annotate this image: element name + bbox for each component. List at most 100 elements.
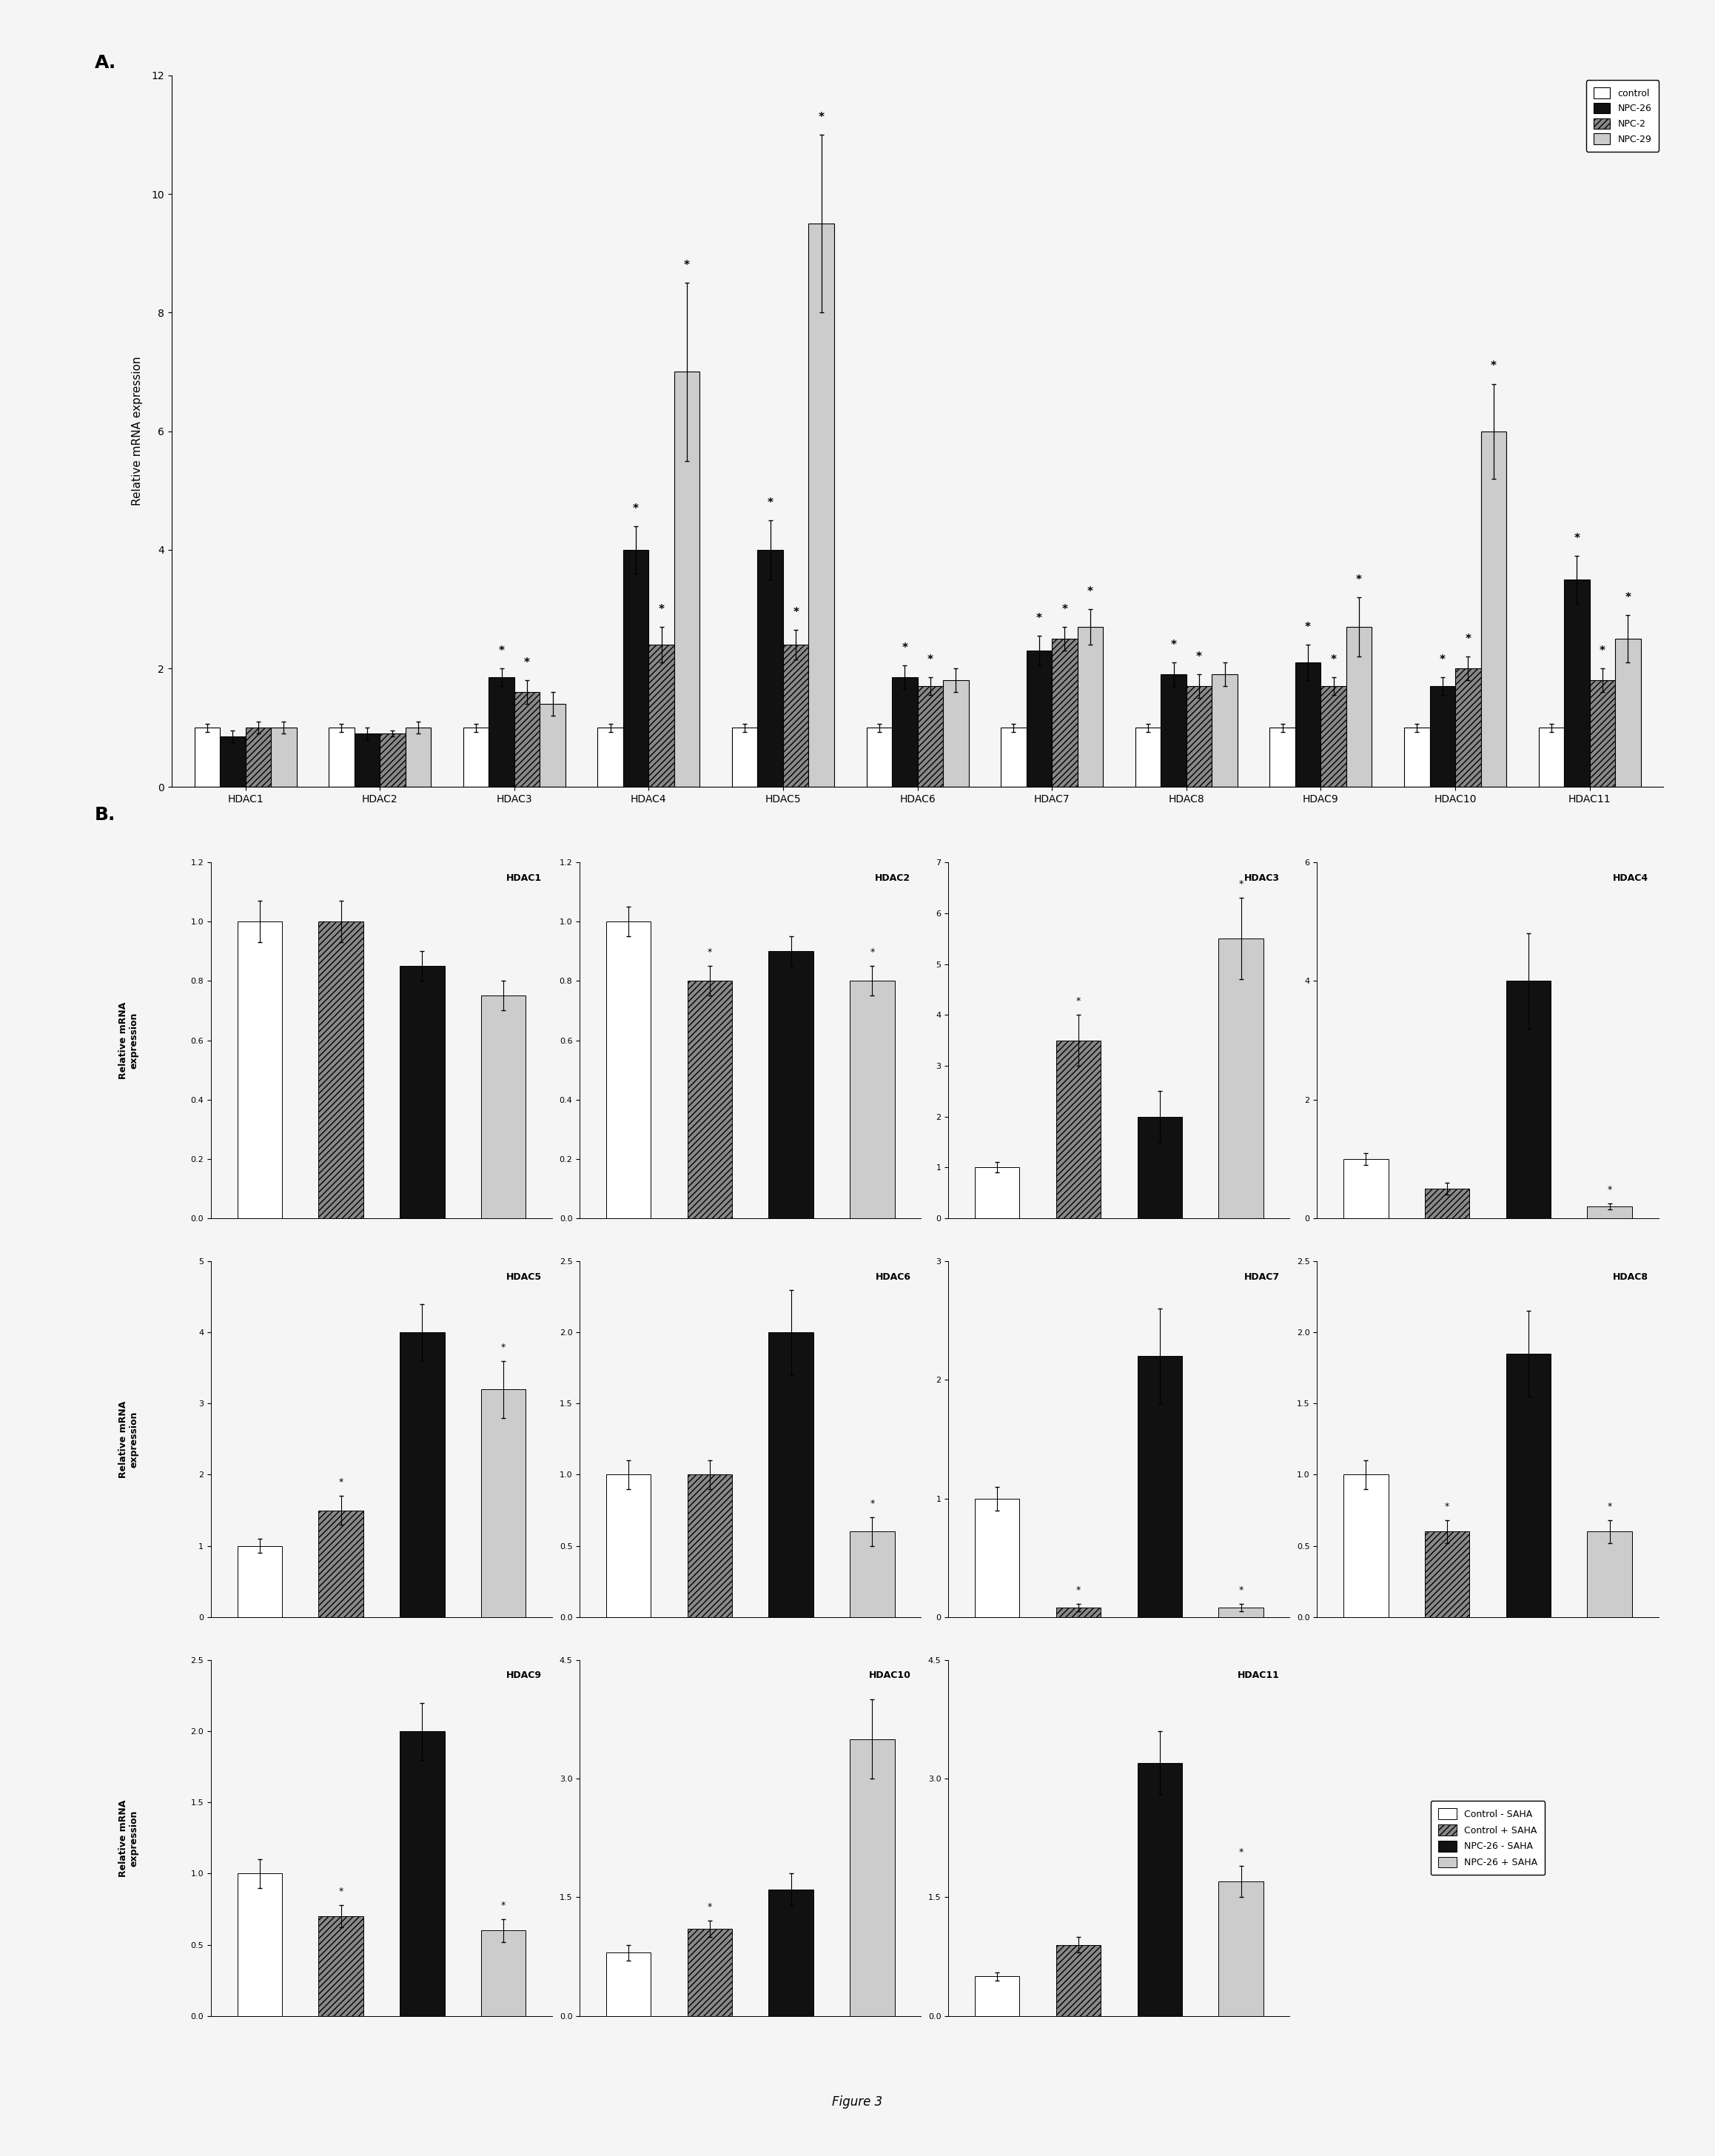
Text: HDAC5: HDAC5 <box>506 1272 542 1281</box>
Text: HDAC11: HDAC11 <box>1237 1671 1279 1680</box>
Bar <box>1137 1356 1182 1617</box>
Bar <box>1002 727 1026 787</box>
Bar <box>974 1977 1019 2016</box>
Text: *: * <box>870 1498 875 1509</box>
Bar <box>1135 727 1161 787</box>
Bar <box>319 1509 364 1617</box>
Bar <box>851 1740 895 2016</box>
Bar <box>732 727 758 787</box>
Bar <box>1425 1188 1470 1218</box>
Text: *: * <box>792 606 799 619</box>
Bar <box>1588 1207 1633 1218</box>
Bar <box>1425 1531 1470 1617</box>
Text: *: * <box>501 1343 506 1352</box>
Bar <box>597 727 623 787</box>
Text: *: * <box>870 949 875 957</box>
Text: *: * <box>684 261 689 272</box>
Bar <box>1343 1160 1387 1218</box>
Bar <box>1616 638 1641 787</box>
Bar <box>482 996 527 1218</box>
Bar <box>1480 431 1506 787</box>
Bar <box>784 645 809 787</box>
Bar <box>1588 1531 1633 1617</box>
Bar <box>329 727 355 787</box>
Bar <box>489 677 514 787</box>
Text: *: * <box>1062 604 1068 614</box>
Bar <box>1056 1608 1101 1617</box>
Bar <box>1056 1945 1101 2016</box>
Text: *: * <box>1075 1585 1080 1595</box>
Bar <box>688 1475 732 1617</box>
Bar <box>1161 675 1187 787</box>
Text: *: * <box>659 604 664 614</box>
Text: *: * <box>1444 1503 1449 1511</box>
Text: Relative mRNA
expression: Relative mRNA expression <box>118 1800 139 1876</box>
Bar <box>918 686 943 787</box>
Bar <box>1456 668 1480 787</box>
Bar <box>400 1332 444 1617</box>
Bar <box>674 371 700 787</box>
Bar <box>1346 627 1372 787</box>
Text: B.: B. <box>94 806 115 824</box>
Bar <box>1026 651 1051 787</box>
Y-axis label: Relative mRNA expression: Relative mRNA expression <box>132 356 142 507</box>
Legend: Control - SAHA, Control + SAHA, NPC-26 - SAHA, NPC-26 + SAHA: Control - SAHA, Control + SAHA, NPC-26 -… <box>1430 1800 1545 1876</box>
Text: *: * <box>338 1477 343 1488</box>
Bar <box>605 1953 650 2016</box>
Text: *: * <box>338 1886 343 1895</box>
Bar <box>623 550 648 787</box>
Bar <box>648 645 674 787</box>
Bar <box>768 1332 813 1617</box>
Bar <box>1430 686 1456 787</box>
Bar <box>1538 727 1564 787</box>
Text: A.: A. <box>94 54 117 71</box>
Bar <box>851 1531 895 1617</box>
Bar <box>1077 627 1103 787</box>
Text: *: * <box>1171 640 1176 651</box>
Text: *: * <box>1574 533 1580 543</box>
Legend: control, NPC-26, NPC-2, NPC-29: control, NPC-26, NPC-2, NPC-29 <box>1586 80 1658 151</box>
Text: *: * <box>1331 653 1336 666</box>
Text: *: * <box>1439 653 1446 666</box>
Bar <box>237 1874 281 2016</box>
Text: *: * <box>818 112 825 123</box>
Bar <box>943 681 969 787</box>
Bar <box>758 550 784 787</box>
Bar <box>1295 662 1321 787</box>
Text: *: * <box>1036 612 1043 623</box>
Bar <box>768 1889 813 2016</box>
Bar <box>688 1930 732 2016</box>
Bar <box>237 923 281 1218</box>
Bar <box>463 727 489 787</box>
Text: *: * <box>1357 573 1362 584</box>
Bar <box>1564 580 1590 787</box>
Text: *: * <box>1238 1585 1243 1595</box>
Text: *: * <box>1238 880 1243 888</box>
Text: HDAC8: HDAC8 <box>1612 1272 1648 1281</box>
Bar <box>974 1166 1019 1218</box>
Bar <box>319 1917 364 2016</box>
Bar <box>1405 727 1430 787</box>
Bar <box>1137 1117 1182 1218</box>
Text: *: * <box>1490 360 1497 371</box>
Bar <box>1269 727 1295 787</box>
Text: HDAC3: HDAC3 <box>1243 873 1279 882</box>
Bar <box>1137 1764 1182 2016</box>
Bar <box>271 727 297 787</box>
Text: *: * <box>1465 634 1471 645</box>
Text: *: * <box>1607 1186 1612 1194</box>
Text: HDAC10: HDAC10 <box>868 1671 911 1680</box>
Bar <box>400 966 444 1218</box>
Bar <box>1321 686 1346 787</box>
Bar <box>405 727 430 787</box>
Text: *: * <box>928 653 933 666</box>
Text: *: * <box>1238 1848 1243 1856</box>
Bar <box>1219 938 1264 1218</box>
Bar <box>768 951 813 1218</box>
Text: *: * <box>1075 996 1080 1007</box>
Text: HDAC7: HDAC7 <box>1243 1272 1279 1281</box>
Bar <box>688 981 732 1218</box>
Bar <box>1187 686 1213 787</box>
Text: HDAC9: HDAC9 <box>506 1671 542 1680</box>
Text: *: * <box>902 642 907 653</box>
